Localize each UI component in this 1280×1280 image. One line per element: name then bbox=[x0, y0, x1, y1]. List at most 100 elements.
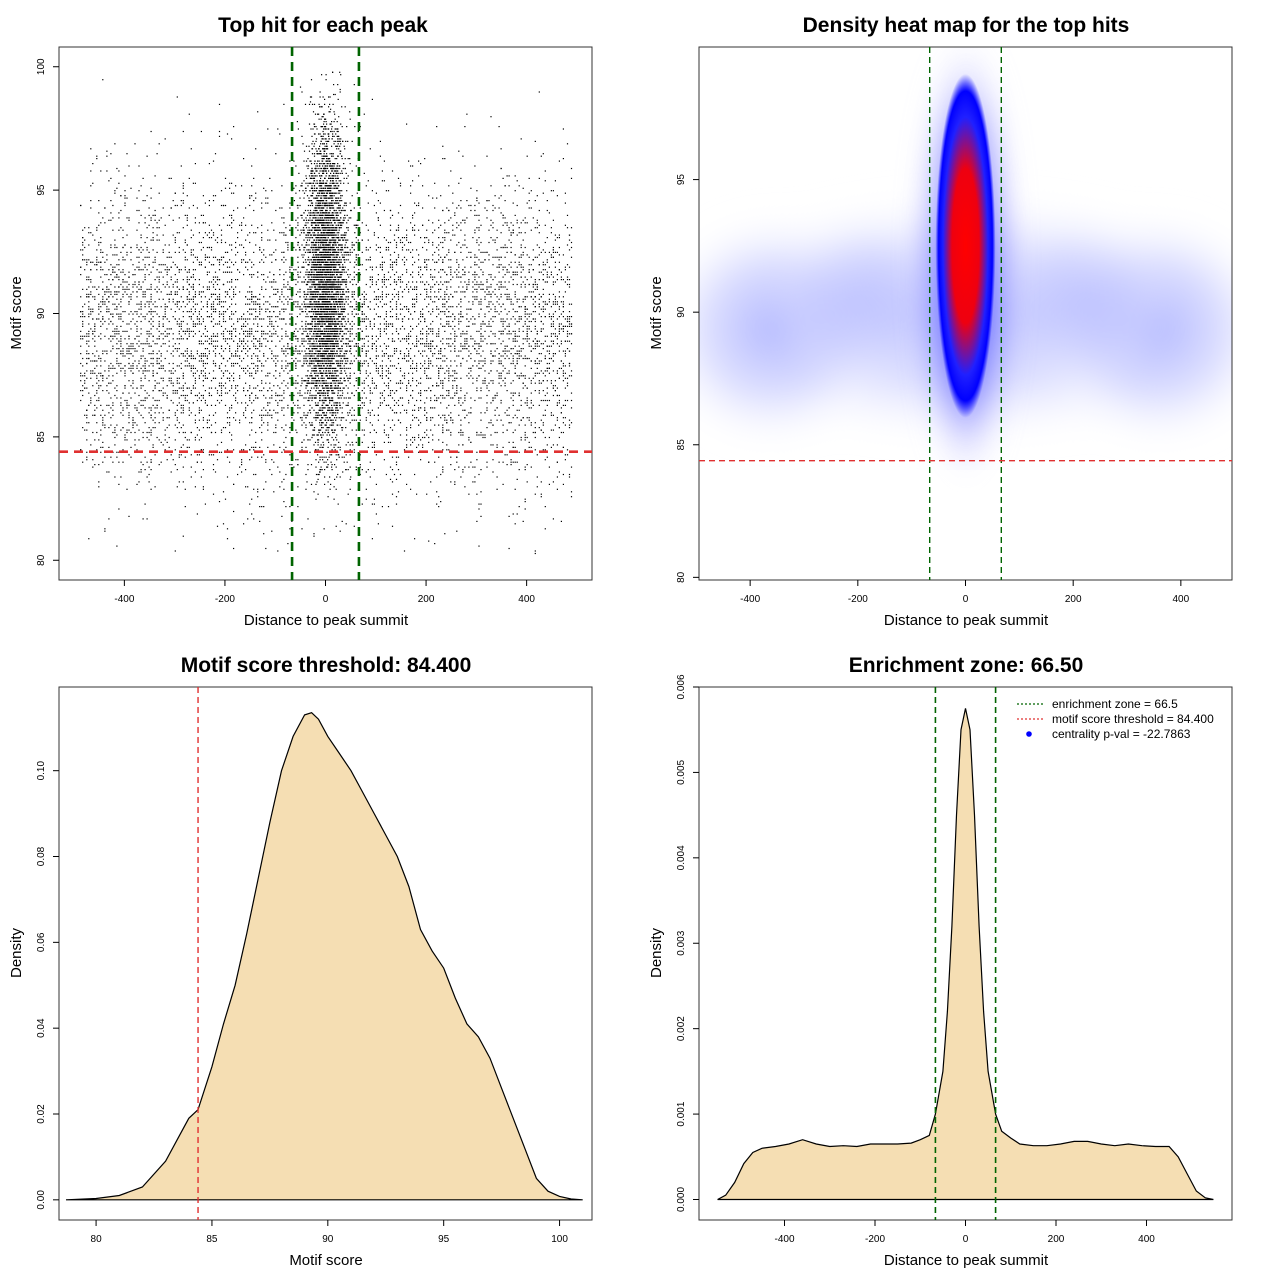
scatter-point bbox=[560, 340, 562, 342]
scatter-point bbox=[395, 402, 398, 404]
scatter-point bbox=[208, 256, 210, 258]
scatter-point bbox=[399, 313, 402, 315]
scatter-point bbox=[458, 350, 460, 352]
scatter-point bbox=[430, 407, 432, 409]
scatter-point bbox=[190, 466, 192, 468]
scatter-point bbox=[204, 328, 206, 330]
scatter-point bbox=[538, 380, 540, 382]
scatter-point bbox=[408, 333, 410, 335]
scatter-point bbox=[178, 481, 180, 483]
scatter-point bbox=[275, 357, 277, 360]
scatter-point bbox=[90, 232, 92, 234]
scatter-point bbox=[516, 375, 518, 377]
scatter-point bbox=[116, 348, 118, 350]
scatter-point bbox=[130, 259, 132, 261]
scatter-point bbox=[341, 429, 343, 431]
scatter-point bbox=[124, 204, 126, 207]
scatter-point bbox=[297, 382, 299, 384]
scatter-point bbox=[106, 254, 108, 256]
scatter-point bbox=[556, 417, 558, 419]
scatter-point bbox=[564, 454, 566, 456]
scatter-point bbox=[387, 367, 390, 369]
scatter-point bbox=[259, 298, 261, 300]
scatter-point bbox=[337, 246, 339, 249]
scatter-point bbox=[106, 404, 108, 406]
scatter-point bbox=[375, 192, 377, 194]
scatter-point bbox=[454, 372, 456, 374]
scatter-point bbox=[438, 271, 440, 273]
scatter-point bbox=[381, 306, 383, 308]
scatter-point bbox=[552, 249, 554, 251]
scatter-point bbox=[558, 427, 560, 429]
scatter-point bbox=[337, 320, 339, 323]
scatter-point bbox=[168, 177, 170, 179]
scatter-point bbox=[414, 212, 416, 214]
scatter-point bbox=[166, 441, 168, 443]
scatter-point bbox=[347, 158, 349, 160]
scatter-point bbox=[381, 266, 383, 268]
scatter-point bbox=[528, 291, 530, 293]
scatter-point bbox=[337, 375, 339, 377]
scatter-point bbox=[472, 365, 474, 367]
scatter-point bbox=[263, 387, 265, 389]
scatter-point bbox=[192, 320, 194, 323]
scatter-point bbox=[498, 414, 500, 416]
scatter-point bbox=[102, 281, 104, 283]
scatter-point bbox=[229, 461, 231, 463]
scatter-point bbox=[454, 404, 456, 406]
scatter-point bbox=[512, 232, 514, 234]
scatter-point bbox=[277, 291, 279, 293]
scatter-point bbox=[416, 493, 418, 495]
scatter-point bbox=[164, 429, 166, 431]
scatter-point bbox=[251, 422, 253, 424]
scatter-point bbox=[490, 274, 492, 276]
scatter-point bbox=[110, 283, 112, 286]
scatter-point bbox=[200, 394, 202, 397]
scatter-point bbox=[226, 266, 229, 268]
scatter-point bbox=[118, 365, 120, 367]
scatter-point bbox=[363, 320, 365, 323]
scatter-point bbox=[416, 340, 418, 342]
scatter-point bbox=[512, 229, 514, 231]
scatter-point bbox=[255, 244, 257, 246]
scatter-point bbox=[200, 343, 202, 345]
scatter-point bbox=[100, 311, 102, 313]
scatter-point bbox=[134, 360, 136, 362]
scatter-point bbox=[369, 387, 371, 389]
scatter-point bbox=[261, 343, 263, 345]
scatter-point bbox=[164, 313, 166, 315]
scatter-point bbox=[303, 345, 305, 347]
scatter-point bbox=[546, 399, 548, 402]
scatter-point bbox=[568, 419, 571, 421]
scatter-point bbox=[492, 239, 494, 241]
scatter-point bbox=[534, 422, 536, 424]
scatter-point bbox=[504, 328, 506, 330]
scatter-point bbox=[494, 397, 496, 399]
scatter-point bbox=[102, 377, 104, 379]
scatter-point bbox=[166, 318, 168, 320]
scatter-point bbox=[148, 264, 150, 266]
scatter-point bbox=[504, 286, 506, 288]
scatter-point bbox=[86, 296, 88, 298]
scatter-point bbox=[241, 402, 243, 404]
scatter-point bbox=[470, 308, 472, 310]
scatter-point bbox=[387, 377, 390, 379]
scatter-point bbox=[265, 190, 267, 192]
scatter-point bbox=[192, 372, 194, 374]
scatter-point bbox=[389, 427, 392, 429]
scatter-point bbox=[478, 330, 480, 332]
scatter-point bbox=[508, 422, 510, 424]
scatter-point bbox=[140, 288, 142, 290]
scatter-point bbox=[176, 427, 178, 429]
scatter-point bbox=[424, 414, 426, 416]
scatter-point bbox=[542, 293, 544, 295]
scatter-point bbox=[389, 266, 392, 268]
scatter-point bbox=[500, 355, 502, 357]
scatter-point bbox=[389, 254, 392, 256]
scatter-point bbox=[210, 237, 213, 239]
scatter-point bbox=[218, 382, 221, 384]
scatter-point bbox=[144, 241, 146, 244]
scatter-point bbox=[202, 286, 204, 288]
scatter-point bbox=[414, 367, 416, 369]
scatter-point bbox=[200, 323, 202, 325]
